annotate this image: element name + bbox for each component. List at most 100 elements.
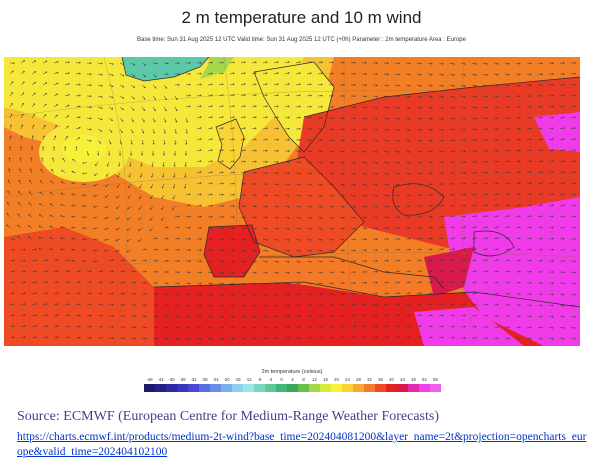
wind-arrow (416, 248, 422, 251)
wind-arrow (317, 336, 324, 339)
wind-arrow (174, 215, 180, 218)
wind-arrow (130, 117, 134, 123)
wind-arrow (152, 73, 157, 78)
wind-arrow (383, 227, 390, 230)
wind-arrow (537, 337, 543, 340)
wind-arrow (372, 205, 378, 208)
wind-arrow (31, 259, 37, 262)
wind-arrow (504, 127, 511, 130)
wind-arrow (383, 336, 389, 339)
wind-arrow (284, 337, 291, 340)
wind-arrow (161, 194, 165, 200)
wind-arrow (60, 203, 66, 207)
wind-arrow (31, 103, 36, 108)
wind-arrow (18, 179, 22, 185)
wind-arrow (548, 226, 555, 229)
wind-arrow (172, 194, 176, 200)
wind-arrow (515, 281, 522, 284)
colorbar-tick-label: -12 (245, 377, 252, 382)
wind-arrow (92, 249, 99, 252)
wind-arrow (31, 314, 37, 317)
wind-arrow (537, 326, 543, 329)
wind-arrow (383, 216, 390, 219)
wind-arrow (515, 292, 522, 295)
wind-arrow (207, 105, 213, 108)
wind-arrow (526, 215, 532, 218)
wind-arrow (262, 105, 268, 108)
wind-arrow (548, 73, 555, 76)
wind-arrow (350, 271, 357, 274)
wind-arrow (504, 292, 511, 295)
wind-arrow (97, 117, 103, 121)
wind-arrow (185, 139, 188, 146)
wind-arrow (126, 238, 132, 242)
wind-arrow (262, 249, 268, 252)
wind-arrow (28, 191, 33, 196)
wind-arrow (139, 172, 143, 178)
wind-arrow (416, 150, 422, 153)
wind-arrow (42, 314, 48, 317)
wind-arrow (372, 227, 379, 230)
wind-arrow (81, 227, 88, 230)
wind-arrow (339, 117, 346, 120)
wind-arrow (108, 314, 115, 317)
wind-arrow (251, 304, 257, 307)
wind-arrow (493, 337, 500, 340)
wind-arrow (350, 72, 357, 75)
wind-arrow (405, 281, 411, 284)
wind-arrow (229, 83, 235, 86)
wind-arrow (405, 314, 411, 317)
wind-arrow (163, 62, 170, 65)
wind-arrow (251, 127, 257, 130)
wind-arrow (427, 204, 434, 207)
wind-arrow (152, 139, 155, 145)
wind-arrow (383, 139, 389, 142)
wind-arrow (493, 138, 500, 141)
wind-arrow (86, 336, 93, 339)
wind-arrow (405, 106, 411, 109)
wind-arrow (240, 127, 246, 130)
wind-arrow (559, 226, 566, 229)
wind-arrow (218, 61, 225, 64)
wind-arrow (152, 337, 158, 340)
wind-arrow (163, 226, 169, 229)
wind-arrow (284, 227, 290, 230)
wind-arrow (570, 315, 576, 318)
wind-arrow (515, 171, 521, 174)
wind-arrow (273, 83, 279, 86)
wind-arrow (81, 216, 88, 219)
wind-arrow (427, 117, 433, 120)
wind-arrow (240, 249, 246, 252)
wind-arrow (339, 61, 346, 64)
wind-arrow (383, 128, 389, 131)
colorbar-swatch (309, 384, 321, 392)
wind-arrow (152, 304, 159, 307)
wind-arrow (471, 336, 478, 339)
wind-arrow (137, 227, 143, 232)
wind-arrow (306, 238, 312, 241)
wind-arrow (262, 138, 269, 141)
wind-arrow (570, 149, 576, 152)
wind-arrow (339, 325, 345, 328)
colorbar-swatch (298, 384, 310, 392)
wind-arrow (141, 84, 146, 89)
wind-arrow (515, 106, 522, 109)
wind-arrow (438, 161, 445, 164)
wind-arrow (119, 73, 125, 77)
wind-arrow (218, 249, 225, 252)
wind-arrow (64, 94, 70, 97)
colorbar-tick-label: 48 (411, 377, 416, 382)
wind-arrow (53, 145, 56, 152)
wind-arrow (273, 149, 280, 152)
wind-arrow (251, 315, 257, 318)
wind-arrow (108, 139, 112, 145)
wind-arrow (229, 105, 235, 108)
wind-arrow (273, 72, 279, 75)
wind-arrow (504, 215, 510, 218)
wind-arrow (405, 259, 411, 262)
wind-arrow (141, 337, 147, 340)
source-link[interactable]: https://charts.ecmwf.int/products/medium… (17, 431, 587, 458)
wind-arrow (184, 172, 187, 178)
wind-arrow (339, 72, 346, 75)
wind-arrow (504, 326, 511, 329)
